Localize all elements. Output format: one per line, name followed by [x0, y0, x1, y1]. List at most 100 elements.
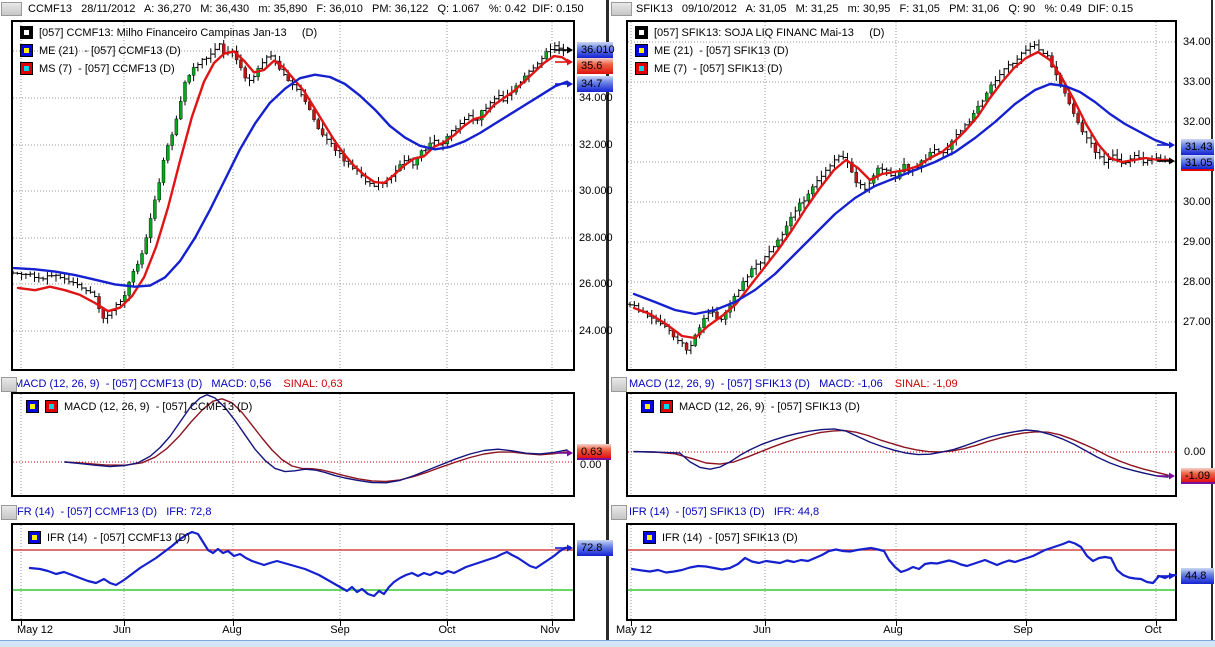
x-axis-tick	[765, 621, 766, 626]
main-chart-canvas[interactable]	[11, 20, 575, 371]
x-axis-tick	[124, 621, 125, 626]
x-axis-month-label: Sep	[330, 624, 350, 636]
macd-value-label: 0.63	[577, 444, 611, 460]
ma7-line	[632, 50, 1170, 340]
ma21-line	[12, 73, 569, 288]
price-arrow	[555, 544, 573, 552]
macd-signal-line	[64, 398, 568, 483]
x-axis-month-label: Jun	[753, 624, 771, 636]
macd-header: MACD (12, 26, 9) - [057] CCMF13 (D) MACD…	[14, 378, 343, 390]
panel-grip[interactable]	[611, 505, 627, 520]
price-arrow	[555, 80, 573, 88]
legend-label: IFR (14) - [057] CCMF13 (D)	[47, 531, 191, 544]
ma7-series-marker-icon	[45, 400, 58, 413]
x-axis-month-label: Aug	[883, 624, 903, 636]
main-chart-legend-row: [057] CCMF13: Milho Financeiro Campinas …	[20, 26, 317, 39]
x-axis-month-label: Sep	[1013, 624, 1033, 636]
candlestick-series	[11, 39, 566, 324]
macd-legend-row: MACD (12, 26, 9) - [057] SFIK13 (D)	[641, 400, 860, 413]
x-axis-month-label: Oct	[438, 624, 456, 636]
main-chart-canvas[interactable]	[626, 20, 1177, 371]
x-axis-month-label: May 12	[615, 624, 653, 636]
price-arrow	[1157, 157, 1175, 165]
macd-chart-canvas[interactable]	[11, 392, 575, 497]
price-arrow	[555, 449, 573, 457]
ma21-series-marker-icon	[641, 400, 654, 413]
x-axis-tick	[340, 621, 341, 626]
panel-grip[interactable]	[1, 377, 17, 392]
macd-line	[633, 428, 1169, 478]
x-axis-tick	[233, 621, 234, 626]
panel-grip[interactable]	[1, 505, 17, 520]
ma21-series-marker-icon	[635, 44, 648, 57]
panel-grip[interactable]	[611, 2, 632, 16]
y-axis-tick-label: 26.000	[579, 278, 613, 290]
price-arrow	[1157, 472, 1175, 480]
panel-divider[interactable]	[606, 0, 609, 640]
window-right-border	[1211, 0, 1213, 640]
legend-label: [057] SFIK13: SOJA LIQ FINANC Mai-13 (D)	[654, 26, 885, 39]
x-axis-tick	[1156, 621, 1157, 626]
legend-label: [057] CCMF13: Milho Financeiro Campinas …	[39, 26, 318, 39]
y-axis-tick-label: 32.000	[579, 139, 613, 151]
x-axis-tick	[447, 621, 448, 626]
x-axis-tick	[21, 621, 22, 626]
macd-zero-label: 0.00	[1184, 446, 1206, 458]
ma21-series-marker-icon	[20, 44, 33, 57]
macd-chart-canvas[interactable]	[626, 392, 1177, 497]
x-axis-month-label: May 12	[16, 624, 54, 636]
panel-grip[interactable]	[1, 2, 22, 16]
price-label-ma: 34.7	[577, 76, 613, 92]
price-label-ma: 31.05	[1181, 155, 1214, 171]
x-axis-month-label: Oct	[1144, 624, 1162, 636]
ifr-legend-row: IFR (14) - [057] CCMF13 (D)	[28, 531, 190, 544]
x-axis-month-label: Nov	[540, 624, 560, 636]
y-axis-tick-label: 29.00	[1183, 236, 1211, 248]
y-axis-tick-label: 30.000	[579, 185, 613, 197]
ifr-legend-row: IFR (14) - [057] SFIK13 (D)	[643, 531, 798, 544]
ifr-header: IFR (14) - [057] SFIK13 (D) IFR: 44,8	[629, 506, 820, 518]
macd-header-main: MACD (12, 26, 9) - [057] CCMF13 (D) MACD…	[14, 378, 272, 390]
price-arrow	[1157, 572, 1175, 580]
chart-border	[626, 392, 1177, 497]
ma21-line	[632, 82, 1170, 316]
legend-label: ME (7) - [057] SFIK13 (D)	[654, 62, 783, 75]
legend-label: MACD (12, 26, 9) - [057] CCMF13 (D)	[64, 400, 253, 413]
macd-zero-label: 0.00	[580, 459, 602, 471]
x-axis-tick	[552, 621, 553, 626]
instrument-series-marker-icon	[635, 26, 648, 39]
macd-legend-row: MACD (12, 26, 9) - [057] CCMF13 (D)	[26, 400, 252, 413]
chart-border	[626, 20, 1177, 371]
quote-header: CCMF13 28/11/2012 A: 36,270 M: 36,430 m:…	[28, 3, 584, 15]
price-label-last: 31.43	[1181, 139, 1214, 155]
y-axis-tick-label: 34.000	[579, 92, 613, 104]
x-axis-month-label: Aug	[222, 624, 242, 636]
macd-signal-line	[633, 429, 1169, 476]
y-axis-tick-label: 28.000	[579, 232, 613, 244]
instrument-series-marker-icon	[20, 26, 33, 39]
legend-label: ME (21) - [057] CCMF13 (D)	[39, 44, 181, 57]
legend-label: MACD (12, 26, 9) - [057] SFIK13 (D)	[679, 400, 860, 413]
ma7-line	[16, 50, 569, 313]
x-axis-tick	[896, 621, 897, 626]
ma7-series-marker-icon	[635, 62, 648, 75]
main-chart-legend-row: ME (21) - [057] SFIK13 (D)	[635, 44, 788, 57]
legend-label: ME (21) - [057] SFIK13 (D)	[654, 44, 789, 57]
ifr-chart-canvas[interactable]	[626, 523, 1177, 621]
price-label-last: 36.010	[577, 42, 615, 58]
main-chart-legend-row: ME (21) - [057] CCMF13 (D)	[20, 44, 181, 57]
price-arrow	[1157, 141, 1175, 149]
y-axis-tick-label: 28.00	[1183, 276, 1211, 288]
panel-grip[interactable]	[611, 377, 627, 392]
ifr-header: IFR (14) - [057] CCMF13 (D) IFR: 72,8	[14, 506, 212, 518]
ifr-chart-canvas[interactable]	[11, 523, 575, 621]
main-chart-legend-row: [057] SFIK13: SOJA LIQ FINANC Mai-13 (D)	[635, 26, 884, 39]
y-axis-tick-label: 24.000	[579, 325, 613, 337]
y-axis-tick-label: 32.00	[1183, 116, 1211, 128]
macd-header-main: MACD (12, 26, 9) - [057] SFIK13 (D) MACD…	[629, 378, 883, 390]
ifr-line	[28, 530, 572, 598]
quote-header: SFIK13 09/10/2012 A: 31,05 M: 31,25 m: 3…	[636, 3, 1134, 15]
main-chart-legend-row: ME (7) - [057] SFIK13 (D)	[635, 62, 782, 75]
ma7-series-marker-icon	[20, 62, 33, 75]
macd-header-signal: SINAL: -1,09	[894, 378, 958, 390]
